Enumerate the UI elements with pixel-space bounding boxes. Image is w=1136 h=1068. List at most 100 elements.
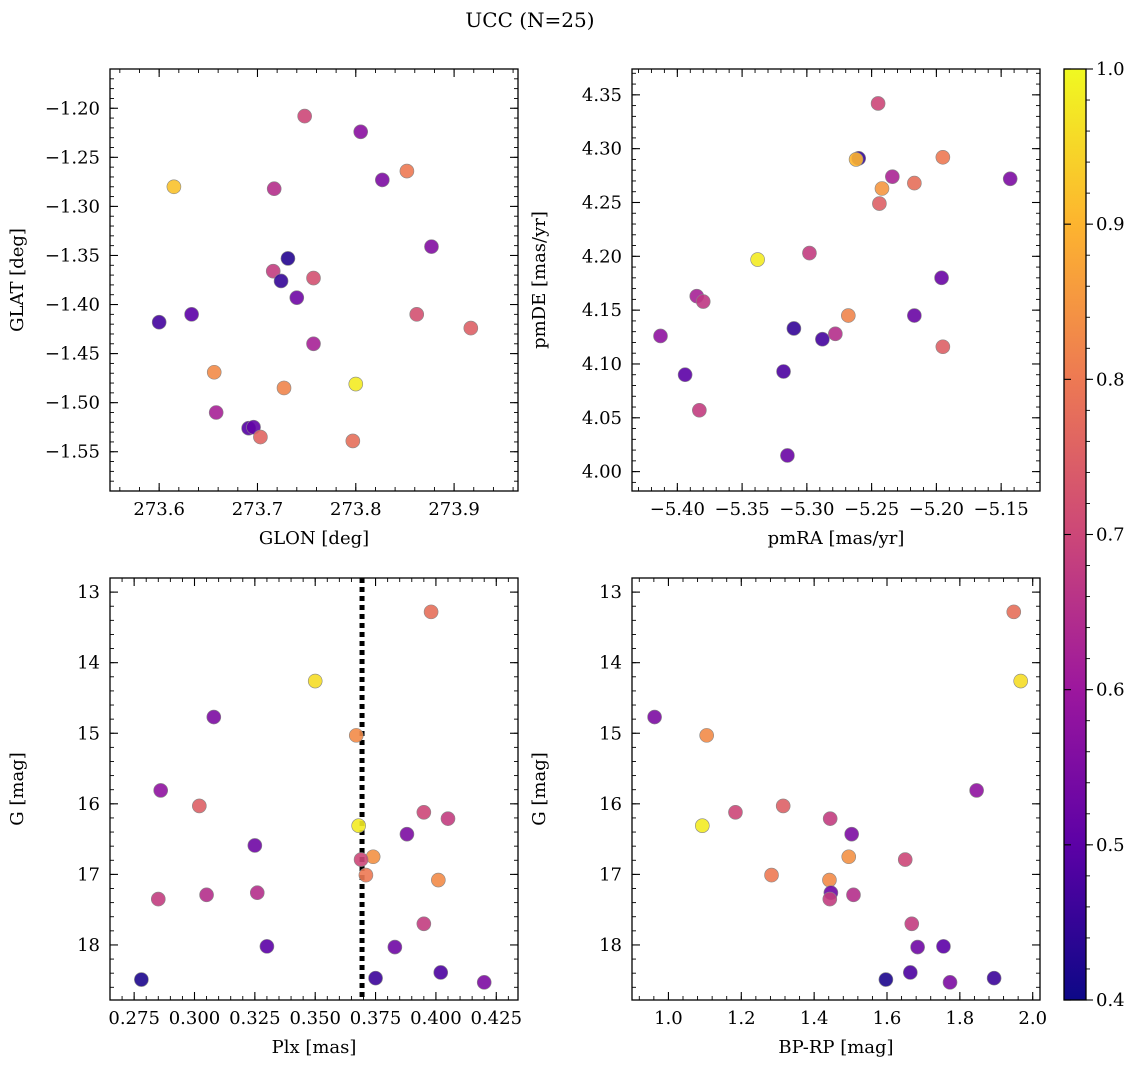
scatter-point: [969, 783, 984, 798]
x-tick-label: 1.2: [727, 1008, 756, 1029]
y-tick-label: 16: [599, 794, 622, 815]
x-tick-label: 0.375: [350, 1008, 402, 1029]
y-tick-label: −1.20: [45, 98, 100, 119]
panel-bprp-g: 1.0 1.2 1.4 1.6 1.8 2.0 13 14 15 16 17 18 BP-RP [mag…: [529, 577, 1047, 1058]
scatter-point: [345, 433, 361, 449]
scatter-point: [265, 263, 281, 279]
x-tick-label: −5.35: [715, 499, 770, 520]
scatter-point: [247, 838, 263, 853]
scatter-point: [184, 307, 199, 322]
panel-pmra-pmde: −5.40 −5.35 −5.30 −5.25 −5.20 −5.15 4.00 4.05 4.…: [529, 68, 1041, 549]
scatter-point: [786, 321, 802, 336]
colorbar-tick-label: 0.4: [1096, 990, 1125, 1011]
scatter-point: [885, 169, 900, 184]
scatter-point: [399, 163, 415, 179]
x-tick-label: 1.4: [800, 1008, 829, 1029]
colorbar: 0.4 0.5 0.6 0.7 0.8 0.9 1.0: [1063, 59, 1125, 1011]
y-tick-label: 4.15: [582, 300, 622, 321]
scatter-point: [387, 939, 403, 955]
plot-frame: [631, 68, 1041, 492]
scatter-point: [266, 181, 282, 197]
colorbar-tick-label: 0.5: [1096, 835, 1125, 856]
x-tick-label: 0.425: [471, 1008, 523, 1029]
scatter-point: [150, 891, 166, 907]
y-tick-label: −1.30: [45, 196, 100, 217]
colorbar-tick-label: 1.0: [1096, 59, 1125, 80]
y-tick-label: 4.20: [582, 246, 622, 267]
scatter-point: [692, 402, 707, 418]
x-tick-label: 0.400: [410, 1008, 462, 1029]
figure-title: UCC (N=25): [465, 8, 594, 32]
scatter-point: [416, 804, 432, 820]
scatter-point: [208, 405, 224, 420]
x-tick-label: 1.8: [946, 1008, 975, 1029]
y-tick-label: 4.00: [582, 462, 622, 483]
scatter-point: [463, 320, 479, 336]
scatter-point: [728, 804, 743, 820]
scatter-point: [897, 852, 913, 867]
scatter-point: [368, 970, 383, 986]
scatter-point: [844, 826, 859, 842]
scatter-point: [433, 965, 449, 980]
y-tick-label: 4.30: [582, 139, 622, 160]
y-tick-label: 14: [599, 653, 622, 674]
scatter-point: [166, 179, 182, 195]
y-tick-label: 4.05: [582, 408, 622, 429]
scatter-point: [647, 709, 662, 725]
scatter-point: [353, 124, 368, 140]
x-tick-label: 273.7: [232, 499, 284, 520]
scatter-point: [802, 245, 817, 261]
scatter-point: [936, 939, 951, 954]
scatter-point: [253, 429, 268, 445]
y-tick-label: 15: [77, 723, 100, 744]
scatter-point: [910, 939, 925, 955]
x-axis-label: Plx [mas]: [272, 1037, 357, 1058]
scatter-point: [677, 367, 693, 383]
scatter-point: [870, 96, 886, 111]
scatter-point: [828, 326, 843, 342]
scatter-point: [695, 818, 710, 833]
y-tick-label: 16: [77, 794, 100, 815]
colorbar-tick-label: 0.9: [1096, 214, 1125, 235]
scatter-point: [276, 380, 292, 396]
y-tick-label: 15: [599, 723, 622, 744]
scatter-point: [306, 270, 321, 286]
y-tick-label: −1.25: [45, 147, 100, 168]
colorbar-tick-label: 0.8: [1096, 369, 1125, 390]
scatter-point: [822, 811, 838, 826]
scatter-point: [653, 328, 668, 344]
scatter-point: [206, 709, 222, 725]
colorbar-tick-label: 0.6: [1096, 680, 1125, 701]
y-tick-label: 13: [599, 582, 622, 603]
scatter-point: [399, 826, 415, 842]
scatter-point: [353, 852, 369, 867]
y-tick-label: 13: [77, 582, 100, 603]
panel-glon-glat: 273.6 273.7 273.8 273.9 −1.55 −1.50 −1.45 −1.40…: [7, 68, 519, 549]
y-tick-label: −1.55: [45, 442, 100, 463]
scatter-point: [1006, 604, 1022, 620]
x-tick-label: 1.0: [654, 1008, 683, 1029]
scatter-point: [151, 314, 167, 330]
x-tick-label: 2.0: [1018, 1008, 1047, 1029]
y-tick-label: −1.40: [45, 295, 100, 316]
scatter-point: [878, 972, 894, 987]
y-axis-label: G [mag]: [7, 752, 28, 825]
scatter-point: [904, 916, 920, 932]
scatter-point: [375, 172, 390, 188]
x-axis-label: GLON [deg]: [259, 528, 369, 549]
scatter-point: [416, 916, 432, 932]
scatter-point: [935, 339, 951, 355]
scatter-point: [907, 308, 922, 323]
scatter-point: [289, 290, 305, 305]
scatter-point: [848, 152, 864, 167]
x-tick-label: 273.9: [428, 499, 480, 520]
scatter-point: [903, 965, 918, 980]
y-tick-label: 4.10: [582, 354, 622, 375]
scatter-point: [424, 239, 439, 254]
scatter-point: [280, 251, 296, 266]
x-axis-label: pmRA [mas/yr]: [768, 528, 905, 549]
plot-frame: [109, 68, 519, 492]
scatter-point: [750, 252, 765, 267]
x-tick-label: −5.30: [779, 499, 834, 520]
